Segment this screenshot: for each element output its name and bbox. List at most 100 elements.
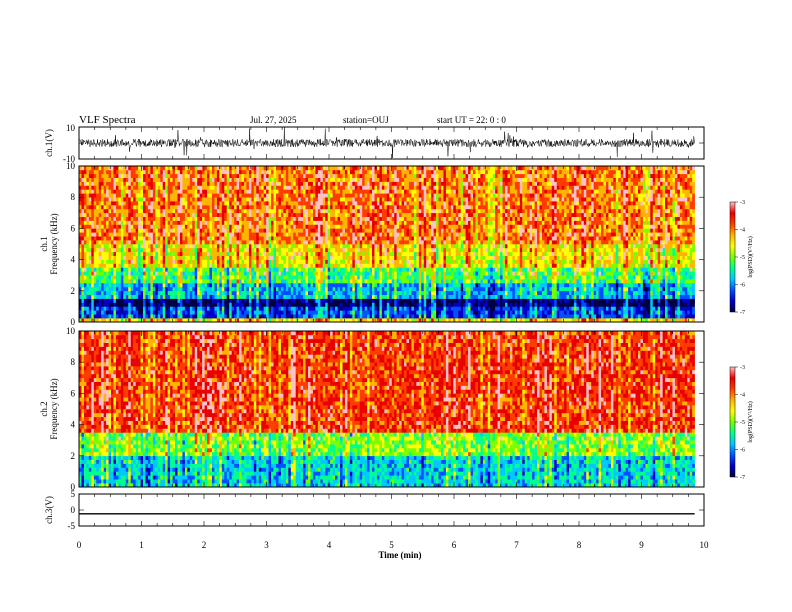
spectrogram-cell bbox=[344, 166, 348, 171]
spectrogram-cell bbox=[285, 185, 289, 190]
spectrogram-cell bbox=[258, 201, 262, 206]
spectrogram-cell bbox=[305, 201, 309, 206]
spectrogram-cell bbox=[91, 275, 95, 280]
spectrogram-cell bbox=[91, 205, 95, 210]
spectrogram-cell bbox=[81, 306, 85, 311]
spectrogram-cell bbox=[219, 251, 223, 256]
spectrogram-cell bbox=[86, 283, 90, 288]
spectrogram-cell bbox=[179, 271, 183, 276]
spectrogram-cell bbox=[224, 294, 228, 299]
spectrogram-cell bbox=[376, 216, 380, 221]
spectrogram-cell bbox=[246, 310, 250, 315]
spectrogram-cell bbox=[364, 318, 368, 323]
spectrogram-cell bbox=[162, 279, 166, 284]
spectrogram-cell bbox=[199, 294, 203, 299]
spectrogram-cell bbox=[369, 166, 373, 171]
spectrogram-cell bbox=[209, 251, 213, 256]
spectrogram-cell bbox=[276, 177, 279, 182]
spectrogram-cell bbox=[182, 181, 186, 186]
spectrogram-cell bbox=[96, 255, 99, 260]
spectrogram-cell bbox=[300, 283, 304, 288]
spectrogram-cell bbox=[246, 197, 250, 202]
spectrogram-cell bbox=[344, 236, 348, 241]
spectrogram-cell bbox=[305, 244, 309, 249]
spectrogram-cell bbox=[330, 294, 333, 299]
spectrogram-cell bbox=[241, 290, 245, 295]
spectrogram-cell bbox=[283, 302, 287, 307]
spectrogram-cell bbox=[273, 181, 277, 186]
spectrogram-cell bbox=[155, 197, 159, 202]
spectrogram-cell bbox=[83, 263, 87, 268]
spectrogram-cell bbox=[214, 267, 218, 272]
spectrogram-cell bbox=[354, 298, 358, 303]
spectrogram-cell bbox=[263, 181, 267, 186]
spectrogram-cell bbox=[88, 193, 92, 198]
spectrogram-cell bbox=[98, 271, 102, 276]
spectrogram-cell bbox=[344, 275, 348, 280]
spectrogram-cell bbox=[300, 306, 304, 311]
spectrogram-cell bbox=[224, 189, 228, 194]
spectrogram-cell bbox=[268, 212, 272, 217]
spectrogram-cell bbox=[133, 275, 136, 280]
spectrogram-cell bbox=[219, 306, 223, 311]
spectrogram-cell bbox=[91, 286, 95, 292]
spectrogram-cell bbox=[145, 302, 149, 307]
spectrogram-cell bbox=[325, 244, 329, 249]
spectrogram-cell bbox=[367, 166, 370, 171]
spectrogram-cell bbox=[209, 318, 213, 323]
spectrogram-cell bbox=[303, 205, 306, 210]
spectrogram-cell bbox=[211, 193, 215, 198]
spectrogram-cell bbox=[379, 302, 383, 307]
spectrogram-cell bbox=[175, 310, 178, 315]
spectrogram-cell bbox=[310, 193, 314, 198]
spectrogram-cell bbox=[337, 216, 341, 221]
spectrogram-cell bbox=[364, 173, 368, 178]
spectrogram-cell bbox=[369, 228, 373, 233]
spectrogram-cell bbox=[303, 263, 306, 268]
spectrogram-cell bbox=[113, 169, 117, 175]
spectrogram-cell bbox=[120, 283, 124, 288]
spectrogram-cell bbox=[177, 306, 181, 311]
spectrogram-cell bbox=[280, 271, 284, 276]
spectrogram-cell bbox=[298, 271, 301, 276]
spectrogram-cell bbox=[135, 259, 139, 264]
spectrogram-cell bbox=[209, 189, 213, 194]
spectrogram-cell bbox=[118, 205, 122, 210]
spectrogram-cell bbox=[288, 302, 292, 307]
spectrogram-cell bbox=[111, 302, 114, 307]
spectrogram-cell bbox=[344, 302, 348, 307]
spectrogram-cell bbox=[347, 283, 351, 288]
spectrogram-cell bbox=[165, 283, 168, 288]
spectrogram-cell bbox=[335, 197, 338, 202]
spectrogram-cell bbox=[130, 306, 134, 311]
spectrogram-cell bbox=[211, 259, 215, 264]
spectrogram-cell bbox=[157, 279, 161, 284]
spectrogram-cell bbox=[308, 298, 311, 303]
spectrogram-cell bbox=[143, 232, 146, 237]
spectrogram-cell bbox=[219, 286, 223, 292]
spectrogram-cell bbox=[207, 205, 210, 210]
spectrogram-cell bbox=[246, 306, 250, 311]
spectrogram-cell bbox=[86, 224, 90, 229]
spectrogram-cell bbox=[322, 263, 326, 268]
spectrogram-cell bbox=[162, 314, 166, 319]
spectrogram-cell bbox=[113, 290, 117, 295]
spectrogram-cell bbox=[192, 302, 196, 307]
spectrogram-cell bbox=[187, 169, 191, 175]
spectrogram-cell bbox=[357, 302, 361, 307]
spectrogram-cell bbox=[221, 251, 225, 256]
spectrogram-cell bbox=[125, 263, 129, 268]
spectrogram-cell bbox=[243, 220, 247, 225]
spectrogram-cell bbox=[312, 189, 316, 194]
spectrogram-cell bbox=[79, 166, 82, 171]
spectrogram-cell bbox=[359, 205, 363, 210]
spectrogram-cell bbox=[312, 298, 316, 303]
spectrogram-cell bbox=[293, 177, 296, 182]
spectrogram-cell bbox=[256, 240, 260, 245]
spectrogram-cell bbox=[192, 177, 196, 182]
spectrogram-cell bbox=[231, 169, 235, 175]
spectrogram-cell bbox=[248, 306, 252, 311]
spectrogram-cell bbox=[221, 181, 225, 186]
spectrogram-cell bbox=[101, 275, 104, 280]
spectrogram-cell bbox=[330, 169, 333, 175]
